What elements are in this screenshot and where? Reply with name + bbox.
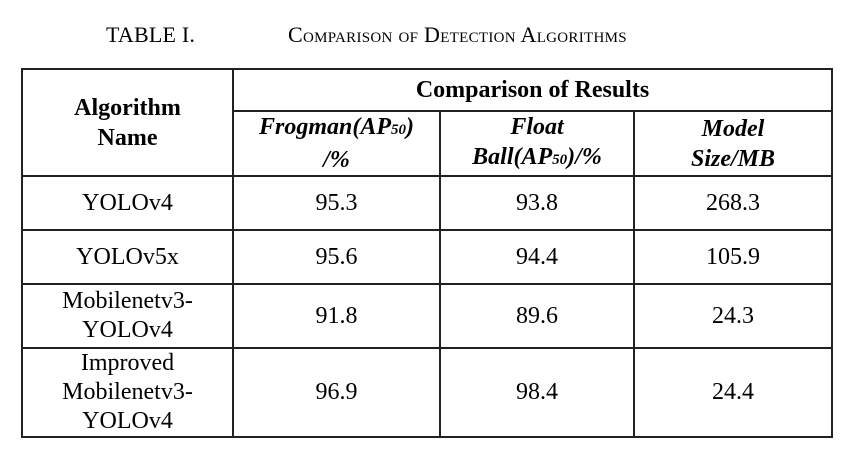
row-model-size: 24.3 — [632, 283, 834, 349]
header-float-ball-ap50: Float Ball(AP50)/% — [439, 110, 635, 177]
row-algorithm-name: YOLOv4 — [21, 175, 234, 231]
table-title: Comparison of Detection Algorithms — [288, 22, 627, 47]
row-float-ball-ap50: 93.8 — [439, 175, 635, 231]
row-frogman-ap50: 95.3 — [232, 175, 441, 231]
header-float-subscript: 50 — [552, 152, 568, 168]
table-caption: TABLE I. Comparison of Detection Algorit… — [0, 22, 850, 54]
row-float-ball-ap50: 98.4 — [439, 347, 635, 438]
header-row-metrics: Frogman(AP50) /% Float Ball(AP50)/% Mode… — [22, 110, 834, 177]
header-algorithm-name: Algorithm Name — [21, 68, 234, 177]
header-frogman-tail: ) /% — [323, 114, 415, 173]
header-row-group: Algorithm Name Comparison of Results — [21, 68, 834, 177]
table-row: YOLOv5x 95.6 94.4 105.9 — [21, 229, 834, 285]
header-frogman-subscript: 50 — [391, 122, 407, 138]
header-float-tail: )/% — [567, 144, 602, 170]
row-frogman-ap50: 91.8 — [232, 283, 441, 349]
row-frogman-ap50: 95.6 — [232, 229, 441, 285]
header-frogman-main: Frogman(AP — [258, 114, 392, 140]
header-frogman-ap50: Frogman(AP50) /% — [232, 110, 441, 177]
row-model-size: 268.3 — [632, 175, 834, 231]
table-row: Mobilenetv3- YOLOv4 91.8 89.6 24.3 — [21, 283, 834, 349]
row-algorithm-name: Improved Mobilenetv3- YOLOv4 — [21, 347, 234, 438]
table-row-highlighted: Improved Mobilenetv3- YOLOv4 96.9 98.4 2… — [21, 347, 834, 438]
table-row: YOLOv4 95.3 93.8 268.3 — [21, 175, 834, 231]
row-algorithm-name: YOLOv5x — [21, 229, 234, 285]
row-model-size: 105.9 — [632, 229, 834, 285]
row-model-size: 24.4 — [632, 347, 834, 438]
header-float-main: Float Ball(AP — [472, 114, 564, 170]
row-float-ball-ap50: 89.6 — [439, 283, 635, 349]
header-model-size: Model Size/MB — [632, 110, 834, 177]
row-algorithm-name: Mobilenetv3- YOLOv4 — [21, 283, 234, 349]
header-comparison-of-results: Comparison of Results — [231, 68, 834, 112]
row-frogman-ap50: 96.9 — [232, 347, 441, 438]
table-number: TABLE I. — [106, 22, 196, 47]
row-float-ball-ap50: 94.4 — [439, 229, 635, 285]
results-table: Algorithm Name Comparison of Results Fro… — [21, 68, 834, 438]
